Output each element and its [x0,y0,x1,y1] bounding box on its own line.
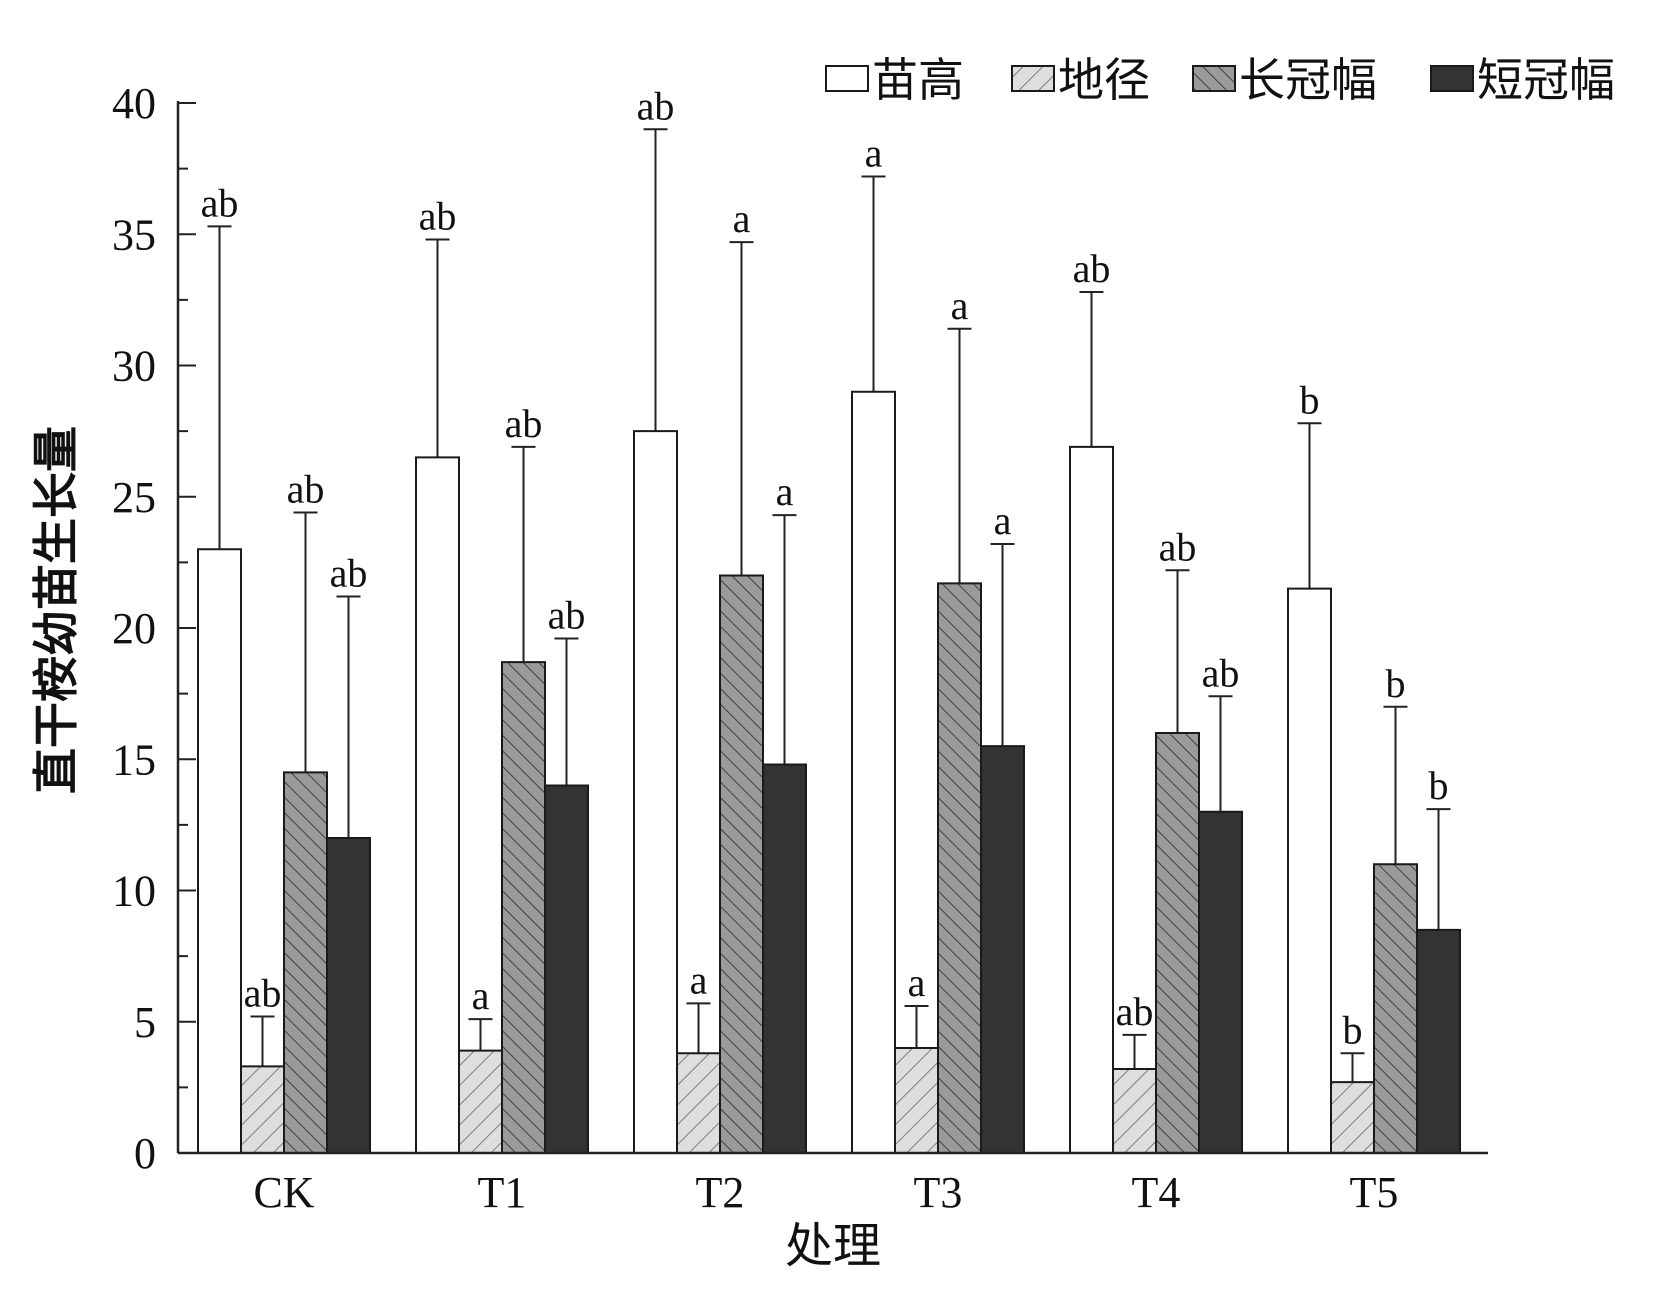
legend-swatch [1192,65,1236,92]
bar [283,771,328,1154]
y-axis-title: 直干桉幼苗生长量 [29,426,83,794]
bars-layer [197,390,1461,1154]
bar [1373,863,1418,1154]
x-tick-label: T5 [1350,1168,1399,1217]
y-tick-label: 30 [112,342,156,391]
bar [719,574,764,1154]
significance-label: ab [330,551,368,596]
legend-label: 短冠幅 [1477,53,1615,107]
y-tick-label: 15 [112,735,156,784]
significance-label: ab [637,83,675,128]
bar [240,1065,285,1154]
y-tick-label: 20 [112,604,156,653]
bar [633,430,678,1154]
bar [1198,810,1243,1154]
significance-label: a [994,498,1012,543]
y-tick-label: 10 [112,867,156,916]
bar [458,1049,503,1154]
y-tick-label: 40 [112,79,156,128]
y-tick-label: 25 [112,473,156,522]
bar [197,548,242,1154]
significance-label: ab [1116,989,1154,1034]
bar [415,456,460,1154]
significance-label: ab [201,180,239,225]
bar [501,661,546,1154]
bar [676,1052,721,1154]
significance-label: ab [1202,650,1240,695]
significance-label: ab [287,467,325,512]
significance-label: ab [1159,524,1197,569]
bar [937,582,982,1154]
significance-label: b [1343,1007,1363,1052]
legend-label: 苗高 [872,53,964,107]
legend-swatch [1430,65,1474,92]
significance-label: ab [548,593,586,638]
significance-label: ab [505,401,543,446]
bar [1330,1081,1375,1154]
x-tick-label: T3 [914,1168,963,1217]
legend-swatch [825,65,869,92]
significance-label: b [1429,763,1449,808]
significance-label: a [733,196,751,241]
significance-label: b [1300,377,1320,422]
bar [894,1047,939,1154]
significance-label: ab [419,194,457,239]
x-tick-label: CK [253,1168,314,1217]
significance-label: a [690,957,708,1002]
axes-layer: CK T1 T2 T3 T4 T5 0 5 10 15 20 25 30 35 40 [112,79,1488,1217]
significance-label: ab [244,971,282,1016]
significance-label: a [865,131,883,176]
significance-label: a [472,973,490,1018]
bar [1416,928,1461,1154]
significance-label: ab [1073,246,1111,291]
y-tick-label: 0 [134,1129,156,1178]
bar [544,784,589,1154]
legend-label: 地径 [1058,53,1150,107]
x-axis-title: 处理 [785,1218,881,1274]
x-tick-label: T1 [478,1168,527,1217]
bar [326,837,371,1154]
y-tick-label: 5 [134,998,156,1047]
legend: 苗高 地径 长冠幅 短冠幅 [825,53,1615,107]
x-tick-label: T2 [696,1168,745,1217]
significance-label: a [908,960,926,1005]
y-tick-label: 35 [112,210,156,259]
significance-label: b [1386,661,1406,706]
bar [1155,732,1200,1154]
x-tick-label: T4 [1132,1168,1181,1217]
bar [1112,1068,1157,1154]
bar [980,745,1025,1154]
error-bars-layer [207,128,1451,1083]
significance-label: a [776,469,794,514]
legend-swatch [1011,65,1055,92]
bar [851,390,896,1154]
bar [1287,587,1332,1154]
significance-label: a [951,283,969,328]
legend-label: 长冠幅 [1239,53,1377,107]
bar [762,763,807,1154]
bar [1069,445,1114,1154]
